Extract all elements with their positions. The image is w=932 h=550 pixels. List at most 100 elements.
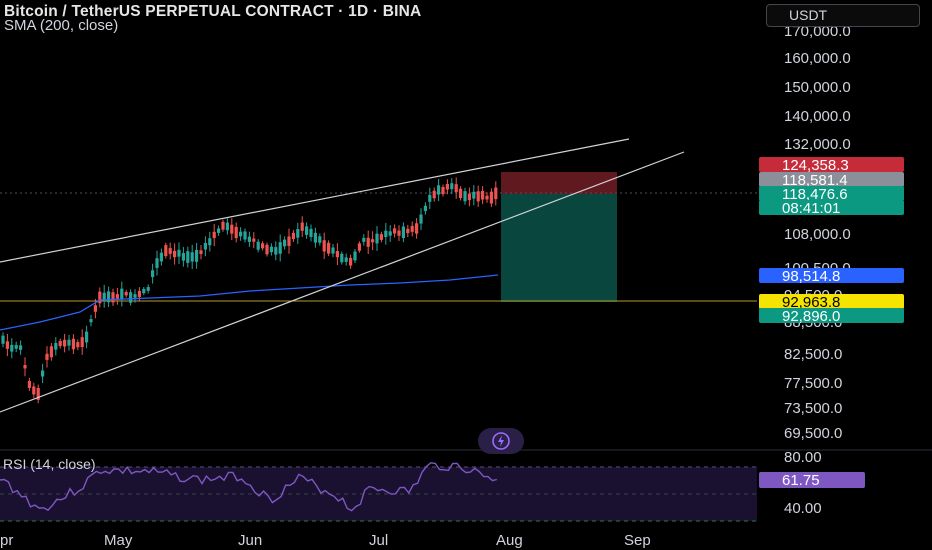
candle-body <box>274 247 278 255</box>
candle-body <box>212 231 216 239</box>
candle-body <box>489 191 493 204</box>
price-tag <box>759 308 904 323</box>
candle-body <box>423 205 427 212</box>
candle-body <box>481 190 485 200</box>
candle-body <box>111 292 115 303</box>
lightning-icon <box>492 432 510 450</box>
time-axis-label: Aug <box>496 532 523 549</box>
candle-body <box>146 287 150 291</box>
candle-body <box>476 191 480 202</box>
price-axis-label: 82,500.0 <box>784 346 842 363</box>
price-tag-text: 92,896.0 <box>782 308 840 325</box>
candle-body <box>362 237 366 242</box>
candle-body <box>5 341 9 349</box>
candle-body <box>115 294 119 299</box>
candle-body <box>177 249 181 257</box>
candle-body <box>397 230 401 236</box>
candle-body <box>32 386 36 395</box>
candle-body <box>388 231 392 236</box>
candle-body <box>151 270 155 278</box>
price-axis-label: 69,500.0 <box>784 425 842 442</box>
candle-body <box>45 353 49 360</box>
candle-body <box>494 187 498 200</box>
candle-body <box>278 242 282 254</box>
candle-body <box>155 258 159 268</box>
candle-body <box>379 234 383 240</box>
candle-body <box>239 231 243 237</box>
price-tag-text: 118,476.6 <box>782 186 848 203</box>
candle-body <box>410 225 414 232</box>
channel-upper-line[interactable] <box>0 138 630 263</box>
price-tag <box>759 186 904 201</box>
chart-title: Bitcoin / TetherUS PERPETUAL CONTRACT · … <box>4 3 422 20</box>
candle-body <box>305 226 309 235</box>
candle-body <box>173 250 177 258</box>
candle-body <box>14 345 18 349</box>
candle-body <box>107 291 111 303</box>
time-axis-label: Jul <box>369 532 388 549</box>
candle-body <box>129 292 133 303</box>
candle-body <box>124 292 128 296</box>
candle-body <box>327 242 331 254</box>
candle-body <box>296 229 300 238</box>
price-axis-label: 132,000.0 <box>784 136 851 153</box>
candle-body <box>450 183 454 190</box>
candle-body <box>27 380 31 388</box>
candle-body <box>415 223 419 234</box>
rsi-axis-label-80: 80.00 <box>784 449 822 466</box>
price-tag <box>759 268 904 283</box>
candle-body <box>49 346 53 358</box>
candle-body <box>225 222 229 231</box>
price-tag <box>759 294 904 309</box>
rsi-value-tag <box>759 472 865 488</box>
candle-body <box>432 190 436 199</box>
price-axis[interactable]: 170,000.0 160,000.0 150,000.0 140,000.0 132,… <box>784 23 851 442</box>
candle-body <box>159 252 163 262</box>
candle-body <box>67 339 71 346</box>
candle-body <box>331 247 335 254</box>
price-tag <box>759 200 904 215</box>
candle-body <box>199 250 203 255</box>
time-axis-label: May <box>104 532 133 549</box>
time-axis[interactable]: pr May Jun Jul Aug Sep <box>0 532 651 549</box>
candle-body <box>203 242 207 250</box>
candle-body <box>344 257 348 262</box>
sma-legend[interactable]: SMA (200, close) <box>4 17 119 34</box>
price-tag-text: 118,581.4 <box>782 172 848 189</box>
position-risk-zone[interactable] <box>501 172 617 194</box>
candle-body <box>287 236 291 246</box>
candle-body <box>393 228 397 234</box>
time-axis-label: pr <box>0 532 13 549</box>
price-axis-label: 140,000.0 <box>784 108 851 125</box>
candle-body <box>230 224 234 234</box>
candle-body <box>485 195 489 200</box>
candle-body <box>142 288 146 294</box>
position-reward-zone[interactable] <box>501 194 617 302</box>
candle-body <box>54 343 58 350</box>
bolt-button[interactable] <box>478 428 524 454</box>
currency-button[interactable]: USDT <box>766 4 920 27</box>
candle-body <box>58 341 62 347</box>
candle-body <box>428 194 432 202</box>
candle-body <box>19 345 23 350</box>
candle-body <box>41 370 45 377</box>
rsi-axis-label-40: 40.00 <box>784 500 822 517</box>
candle-body <box>76 342 80 348</box>
candle-body <box>98 291 102 304</box>
candle-body <box>445 183 449 190</box>
rsi-legend[interactable]: RSI (14, close) <box>3 456 96 472</box>
candle-body <box>375 233 379 244</box>
candle-body <box>89 319 93 323</box>
candle-body <box>63 339 67 347</box>
candle-body <box>269 246 273 253</box>
candle-body <box>181 253 185 261</box>
candle-body <box>441 186 445 195</box>
candle-body <box>102 292 106 300</box>
candle-body <box>217 228 221 233</box>
candle-body <box>265 244 269 255</box>
candle-body <box>243 231 247 240</box>
channel-lower-line[interactable] <box>0 151 685 413</box>
candle-body <box>195 249 199 262</box>
